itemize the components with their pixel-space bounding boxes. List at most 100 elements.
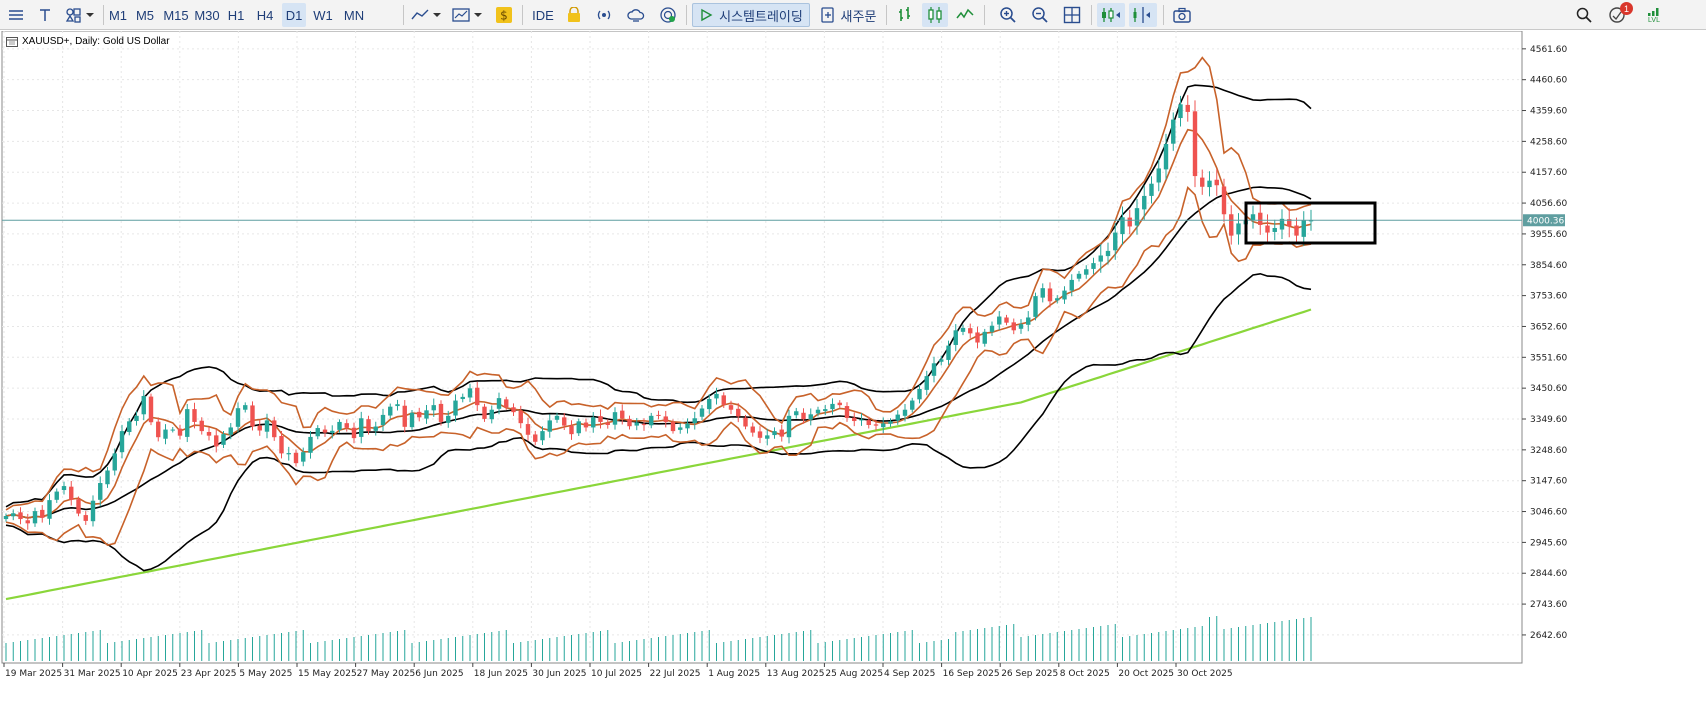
candle-body bbox=[1192, 111, 1198, 177]
algo-trading-button[interactable]: 시스템트레이딩 bbox=[692, 3, 810, 27]
chart-type-dropdown-icon[interactable] bbox=[450, 3, 486, 27]
play-icon bbox=[701, 8, 713, 22]
timeframe-m15[interactable]: M15 bbox=[163, 7, 189, 23]
dollar-icon[interactable]: $ bbox=[492, 3, 516, 27]
line-chart-icon[interactable] bbox=[952, 3, 978, 27]
candlestick-chart-icon[interactable] bbox=[922, 3, 948, 27]
timeframe-mn[interactable]: MN bbox=[343, 7, 365, 23]
new-order-icon bbox=[820, 7, 834, 23]
volume-histogram bbox=[5, 616, 1312, 661]
candle-body bbox=[286, 453, 291, 455]
candle-body bbox=[1301, 220, 1306, 237]
candle-body bbox=[786, 415, 792, 438]
candle-body bbox=[620, 410, 625, 419]
chart-window[interactable]: 4000.36 4561.60 4460.60 4359.60 4258.60 4157… bbox=[0, 31, 1706, 701]
candle-body bbox=[1279, 218, 1285, 230]
candle-body bbox=[98, 483, 103, 500]
candle-body bbox=[257, 425, 262, 431]
candle-body bbox=[235, 408, 241, 427]
candle-body bbox=[221, 434, 226, 445]
timeframe-d1[interactable]: D1 bbox=[282, 3, 306, 27]
candle-body bbox=[540, 431, 545, 441]
indicators-dropdown-icon[interactable] bbox=[409, 3, 445, 27]
x-tick-label: 19 Mar 2025 bbox=[5, 669, 62, 679]
candle-body bbox=[685, 423, 690, 429]
candle-body bbox=[1120, 217, 1125, 235]
candle-body bbox=[438, 403, 444, 422]
signals-icon[interactable] bbox=[592, 3, 616, 27]
screenshot-camera-icon[interactable] bbox=[1169, 3, 1195, 27]
candle-body bbox=[1113, 232, 1118, 251]
candle-body bbox=[330, 430, 335, 433]
shapes-dropdown-icon[interactable] bbox=[62, 3, 98, 27]
candle-body bbox=[946, 345, 951, 360]
candle-body bbox=[801, 412, 806, 420]
chart-overlays: 4000.36 bbox=[2, 201, 1565, 245]
level-icon[interactable]: LVL bbox=[1640, 3, 1668, 27]
y-tick-label: 3551.60 bbox=[1530, 353, 1567, 363]
candle-body bbox=[1105, 250, 1111, 257]
ide-button[interactable]: IDE bbox=[532, 7, 554, 23]
menu-icon[interactable] bbox=[4, 3, 28, 27]
timeframe-m1[interactable]: M1 bbox=[108, 7, 128, 23]
market-bag-icon[interactable] bbox=[562, 3, 586, 27]
autoscroll-icon[interactable] bbox=[1097, 3, 1125, 27]
candle-body bbox=[794, 411, 799, 416]
notifications-icon[interactable]: 1 bbox=[1604, 2, 1633, 27]
zoom-in-icon[interactable] bbox=[995, 3, 1021, 27]
chart-window-icon bbox=[6, 36, 18, 47]
candle-body bbox=[728, 405, 734, 410]
x-tick-label: 30 Oct 2025 bbox=[1177, 669, 1233, 679]
vps-cloud-icon[interactable] bbox=[624, 3, 648, 27]
timeframe-w1[interactable]: W1 bbox=[313, 7, 333, 23]
candle-body bbox=[699, 408, 705, 417]
candle-body bbox=[837, 402, 842, 406]
candle-body bbox=[721, 395, 726, 405]
timeframe-h1[interactable]: H1 bbox=[227, 7, 245, 23]
zoom-out-icon[interactable] bbox=[1027, 3, 1053, 27]
candle-body bbox=[61, 486, 67, 491]
candle-body bbox=[243, 405, 248, 410]
toolbar-separator bbox=[1091, 5, 1092, 25]
candle-body bbox=[765, 435, 770, 439]
candle-body bbox=[1207, 180, 1212, 188]
candle-body bbox=[18, 512, 23, 520]
text-tool-icon[interactable] bbox=[34, 3, 56, 27]
candle-body bbox=[32, 511, 38, 524]
price-chart[interactable]: 4000.36 4561.60 4460.60 4359.60 4258.60 4157… bbox=[0, 31, 1706, 701]
toolbar-separator bbox=[984, 5, 985, 25]
candle-body bbox=[1265, 225, 1270, 233]
candle-body bbox=[975, 332, 980, 343]
candle-body bbox=[569, 425, 574, 435]
candle-body bbox=[670, 421, 676, 432]
candle-body bbox=[1163, 144, 1169, 170]
algo-trading-label: 시스템트레이딩 bbox=[719, 8, 803, 24]
candle-body bbox=[823, 409, 828, 411]
new-order-button[interactable]: 새주문 bbox=[816, 3, 880, 27]
candle-body bbox=[1214, 179, 1219, 186]
y-tick-label: 2945.60 bbox=[1530, 538, 1567, 548]
candle-body bbox=[170, 429, 175, 431]
candle-body bbox=[1178, 104, 1183, 119]
timeframe-m30[interactable]: M30 bbox=[194, 7, 220, 23]
candle-body bbox=[83, 515, 88, 521]
chart-shift-icon[interactable] bbox=[1129, 3, 1157, 27]
y-tick-label: 2642.60 bbox=[1530, 631, 1567, 641]
timeframe-h4[interactable]: H4 bbox=[256, 7, 274, 23]
candle-body bbox=[293, 452, 299, 464]
candle-body bbox=[1040, 288, 1045, 298]
tile-windows-icon[interactable] bbox=[1059, 3, 1085, 27]
candle-body bbox=[692, 418, 697, 424]
radar-icon[interactable] bbox=[656, 3, 680, 27]
bar-chart-icon[interactable] bbox=[892, 3, 918, 27]
candle-body bbox=[1236, 223, 1241, 235]
candle-body bbox=[591, 417, 596, 428]
candle-body bbox=[1076, 273, 1082, 279]
candle-body bbox=[547, 420, 552, 432]
candle-body bbox=[3, 516, 9, 520]
timeframe-m5[interactable]: M5 bbox=[135, 7, 155, 23]
search-icon[interactable] bbox=[1572, 3, 1596, 27]
y-tick-label: 4056.60 bbox=[1530, 199, 1567, 209]
candle-body bbox=[177, 428, 183, 436]
short-band-upper-line bbox=[5, 56, 1312, 511]
